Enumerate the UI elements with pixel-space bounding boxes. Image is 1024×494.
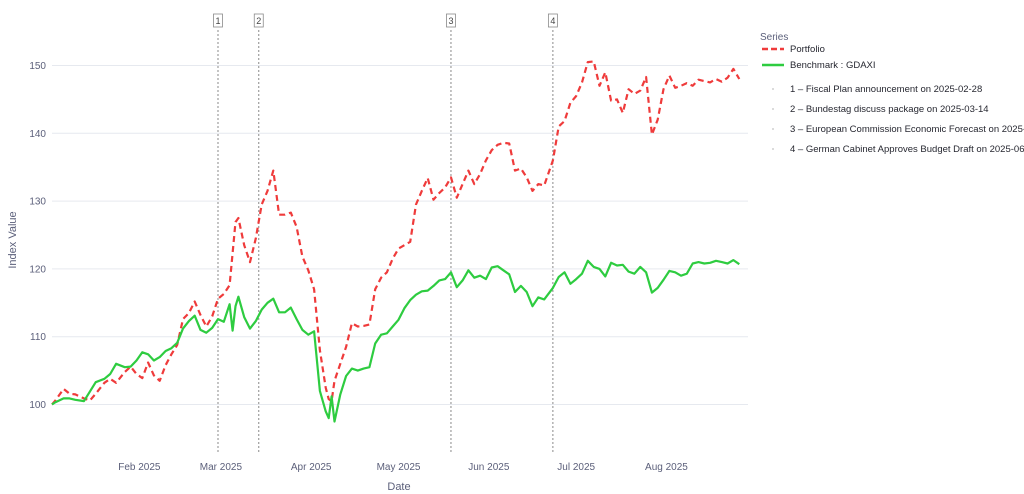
benchmark-line[interactable] xyxy=(51,259,740,423)
event-number: 3 xyxy=(448,16,453,26)
x-tick-label: Feb 2025 xyxy=(118,462,161,473)
legend-event-label[interactable]: 1 – Fiscal Plan announcement on 2025-02-… xyxy=(790,84,982,95)
event-number: 2 xyxy=(256,16,261,26)
x-tick-label: Jun 2025 xyxy=(468,462,510,473)
legend-event-marker xyxy=(772,88,774,90)
legend-event-label[interactable]: 3 – European Commission Economic Forecas… xyxy=(790,124,1024,135)
y-tick-label: 140 xyxy=(29,129,46,140)
x-tick-label: Jul 2025 xyxy=(557,462,595,473)
legend-item-label[interactable]: Benchmark : GDAXI xyxy=(790,60,876,71)
legend-event-marker xyxy=(772,128,774,130)
y-tick-label: 100 xyxy=(29,400,46,411)
legend-event-marker xyxy=(772,108,774,110)
x-tick-label: May 2025 xyxy=(377,462,421,473)
x-axis-title: Date xyxy=(387,481,410,493)
event-number-box xyxy=(446,13,456,28)
legend-event-label[interactable]: 2 – Bundestag discuss package on 2025-03… xyxy=(790,104,989,115)
x-tick-label: Apr 2025 xyxy=(291,462,332,473)
y-tick-label: 130 xyxy=(29,197,46,208)
y-tick-label: 120 xyxy=(29,264,46,275)
event-number: 1 xyxy=(215,16,220,26)
series-lines xyxy=(51,60,741,423)
legend-item-label[interactable]: Portfolio xyxy=(790,44,825,55)
y-axis-title: Index Value xyxy=(7,211,19,268)
event-number-box xyxy=(547,13,558,28)
event-markers: 1 2 3 4 xyxy=(213,13,558,452)
x-axis-ticks: Feb 2025 Mar 2025 Apr 2025 May 2025 Jun 2025… xyxy=(118,462,688,473)
event-number-box xyxy=(253,13,264,28)
x-tick-label: Mar 2025 xyxy=(200,462,243,473)
legend-title: Series xyxy=(760,32,788,43)
y-tick-label: 110 xyxy=(30,332,46,343)
legend[interactable]: Series Portfolio Benchmark : GDAXI 1 – Fis… xyxy=(760,32,1024,155)
legend-event-label[interactable]: 4 – German Cabinet Approves Budget Draft… xyxy=(790,144,1024,155)
legend-event-marker xyxy=(772,148,774,150)
portfolio-line[interactable] xyxy=(51,60,741,406)
y-axis-ticks: 100 110 120 130 140 150 xyxy=(29,61,46,411)
event-number-box xyxy=(213,13,223,28)
x-tick-label: Aug 2025 xyxy=(645,462,688,473)
y-tick-label: 150 xyxy=(29,61,46,72)
event-number: 4 xyxy=(550,16,555,26)
gridlines xyxy=(52,64,748,406)
